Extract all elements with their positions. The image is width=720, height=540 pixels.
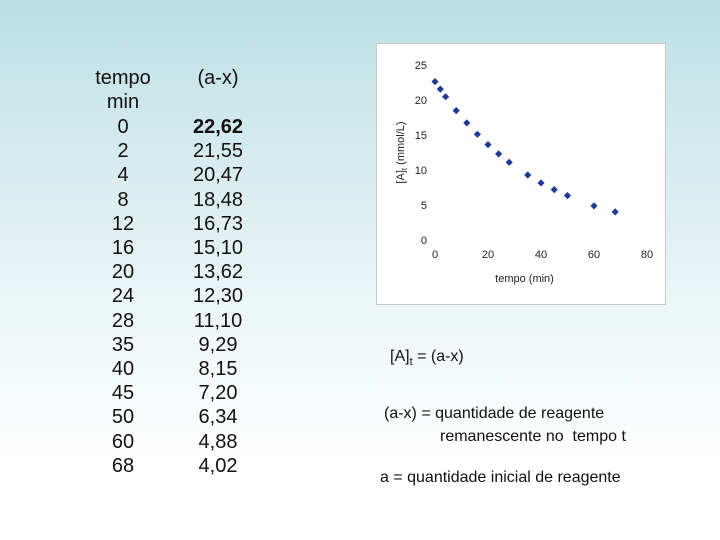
table-cell-value: 18,48 <box>192 188 244 211</box>
y-tick-label: 25 <box>415 60 427 72</box>
x-tick-label: 80 <box>641 249 653 261</box>
time-header-label: tempo <box>95 67 151 89</box>
table-cell-value: 22,62 <box>192 116 244 138</box>
data-point <box>442 93 450 101</box>
definition-a: a = quantidade inicial de reagente <box>380 469 621 486</box>
table-cell-time: 0 <box>117 116 129 138</box>
data-point <box>524 171 532 179</box>
equation-sub: t <box>409 356 413 369</box>
data-point <box>452 107 460 115</box>
value-header: (a-x) <box>197 67 239 89</box>
table-cell-time: 50 <box>111 406 135 429</box>
data-point <box>484 141 492 149</box>
table-cell-time: 35 <box>111 333 135 356</box>
y-tick-label: 0 <box>421 235 427 247</box>
table-cell-value: 7,20 <box>198 382 238 405</box>
time-header-unit: min <box>106 91 140 113</box>
y-axis-label-sub: t <box>400 167 409 170</box>
table-cell-time: 4 <box>117 164 129 187</box>
table-cell-time: 60 <box>111 430 135 453</box>
x-tick-label: 0 <box>432 249 438 261</box>
y-axis-label: [A]t (mmol/L) <box>395 121 409 183</box>
definition-ax-line2: remanescente no tempo t <box>440 428 626 445</box>
y-tick-label: 20 <box>415 95 427 107</box>
y-tick-label: 10 <box>415 165 427 177</box>
chart-panel: 0 5 10 15 20 25 0 20 40 60 80 tempo (min) [A]t (mmol… <box>376 43 666 305</box>
table-cell-time: 45 <box>111 382 135 405</box>
data-point <box>590 202 598 210</box>
y-axis-label-unit: (mmol/L) <box>395 121 407 167</box>
table-cell-value: 4,88 <box>198 430 238 453</box>
data-point <box>436 85 444 93</box>
x-tick-label: 40 <box>535 249 547 261</box>
data-point <box>473 130 481 138</box>
data-point <box>563 192 572 200</box>
table-cell-time: 68 <box>111 454 135 477</box>
table-cell-time: 12 <box>111 212 135 235</box>
table-cell-value: 21,55 <box>192 140 244 163</box>
x-axis-label: tempo (min) <box>495 273 554 285</box>
table-cell-value: 16,73 <box>192 212 244 235</box>
table-cell-value: 9,29 <box>198 333 238 356</box>
y-axis-label-text: [A]t (mmol/L) <box>395 121 409 183</box>
x-tick-label: 20 <box>482 249 494 261</box>
table-cell-time: 28 <box>111 309 135 332</box>
time-header: tempo min <box>78 66 168 114</box>
y-tick-label: 15 <box>415 130 427 142</box>
table-cell-time: 20 <box>111 261 135 284</box>
table-cell-time: 40 <box>111 358 135 380</box>
x-tick-label: 60 <box>588 249 600 261</box>
definition-ax-line1: (a-x) = quantidade de reagente <box>384 405 605 422</box>
data-point <box>431 78 439 86</box>
y-axis-label-main: [A] <box>395 170 407 183</box>
table-cell-value: 4,02 <box>198 454 238 477</box>
data-point <box>505 158 513 166</box>
table-cell-value: 11,10 <box>193 309 243 332</box>
table-cell-time: 8 <box>117 188 129 211</box>
data-point <box>611 208 619 216</box>
table-cell-time: 24 <box>111 285 135 308</box>
y-tick-label: 5 <box>421 200 427 212</box>
table-cell-time: 16 <box>111 237 135 259</box>
equation-rest: = (a-x) <box>412 348 464 365</box>
data-point <box>463 119 471 127</box>
table-cell-value: 13,62 <box>192 261 244 284</box>
table-cell-value: 12,30 <box>192 285 244 308</box>
data-point <box>550 186 558 194</box>
equation-main: [A] <box>390 348 410 365</box>
scatter-chart: 0 5 10 15 20 25 0 20 40 60 80 tempo (min) [A]t (mmol… <box>395 60 653 285</box>
data-point <box>495 150 503 158</box>
rate-equation: [A]t = (a-x) <box>390 348 464 368</box>
table-cell-value: 20,47 <box>192 164 244 187</box>
table-cell-time: 2 <box>117 140 129 163</box>
data-point <box>537 179 545 187</box>
table-cell-value: 8,15 <box>198 358 238 380</box>
table-cell-value: 6,34 <box>198 406 238 429</box>
table-cell-value: 15,10 <box>192 237 244 259</box>
